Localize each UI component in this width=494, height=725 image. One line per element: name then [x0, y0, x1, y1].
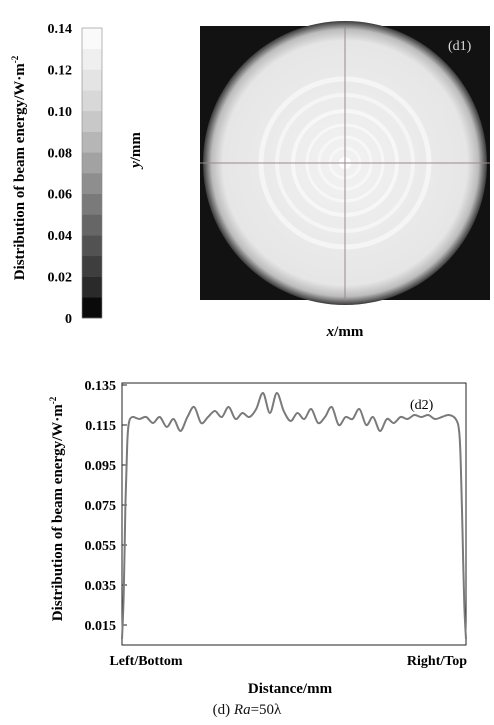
- colorbar-tick-label: 0.06: [48, 188, 73, 203]
- colorbar-swatches: [81, 27, 103, 319]
- colorbar-swatch: [82, 214, 102, 236]
- chart-ylabel: Distribution of beam energy/W·m-2: [48, 396, 66, 621]
- chart-y-tick-label: 0.135: [85, 379, 117, 394]
- colorbar-swatch: [82, 152, 102, 174]
- colorbar-tick-label: 0.10: [48, 105, 73, 120]
- chart-y-tick-label: 0.095: [85, 459, 117, 474]
- colorbar-ylabel: Distribution of beam energy/W·m-2: [10, 55, 28, 280]
- colorbar-frame: [81, 27, 103, 319]
- colorbar-tick-label: 0.04: [48, 229, 73, 244]
- colorbar-swatch: [82, 276, 102, 298]
- chart-panel-label: (d2): [410, 398, 434, 413]
- map-ylabel: y/mm: [128, 132, 144, 170]
- colorbar-swatch: [82, 28, 102, 50]
- colorbar-tick-label: 0.12: [48, 63, 73, 78]
- chart-y-tick-label: 0.055: [85, 539, 117, 554]
- colorbar-swatch: [82, 255, 102, 277]
- map-panel-label: (d1): [448, 39, 472, 54]
- colorbar-swatch: [82, 131, 102, 153]
- chart-y-tick-label: 0.115: [85, 419, 116, 434]
- colorbar-swatch: [82, 110, 102, 132]
- beam-energy-line-chart: Distribution of beam energy/W·m-2 0.0150…: [48, 379, 467, 695]
- colorbar-swatch: [82, 193, 102, 215]
- colorbar-ticks: 0 0.02 0.04 0.06 0.08 0.10 0.12 0.14: [48, 22, 73, 327]
- colorbar-tick-label: 0.14: [48, 22, 73, 37]
- beam-energy-map: (d1): [200, 21, 490, 305]
- colorbar-swatch: [82, 235, 102, 257]
- chart-y-tick-label: 0.075: [85, 499, 117, 514]
- colorbar-swatch: [82, 48, 102, 70]
- x-tick-left: Left/Bottom: [109, 654, 182, 669]
- colorbar-swatch: [82, 297, 102, 319]
- x-tick-right: Right/Top: [407, 654, 467, 669]
- colorbar-tick-label: 0.08: [48, 146, 73, 161]
- colorbar-swatch: [82, 90, 102, 112]
- colorbar-tick-label: 0: [65, 312, 72, 327]
- chart-plot-frame: [121, 382, 467, 646]
- colorbar-swatch: [82, 173, 102, 195]
- chart-y-tick-label: 0.035: [85, 579, 117, 594]
- chart-series-line: [121, 391, 467, 640]
- chart-xlabel: Distance/mm: [248, 681, 333, 695]
- colorbar-panel: Distribution of beam energy/W·m-2 00.020…: [10, 21, 490, 340]
- colorbar-tick-label: 0.02: [48, 271, 73, 286]
- map-xlabel: x/mm: [326, 324, 364, 340]
- figure-caption: (d) Ra=50λ: [212, 702, 282, 718]
- chart-y-tick-label: 0.015: [85, 619, 117, 634]
- chart-y-ticks: 0.015 0.035 0.055 0.075 0.095 0.115 0.135: [85, 379, 127, 634]
- colorbar-swatch: [82, 69, 102, 91]
